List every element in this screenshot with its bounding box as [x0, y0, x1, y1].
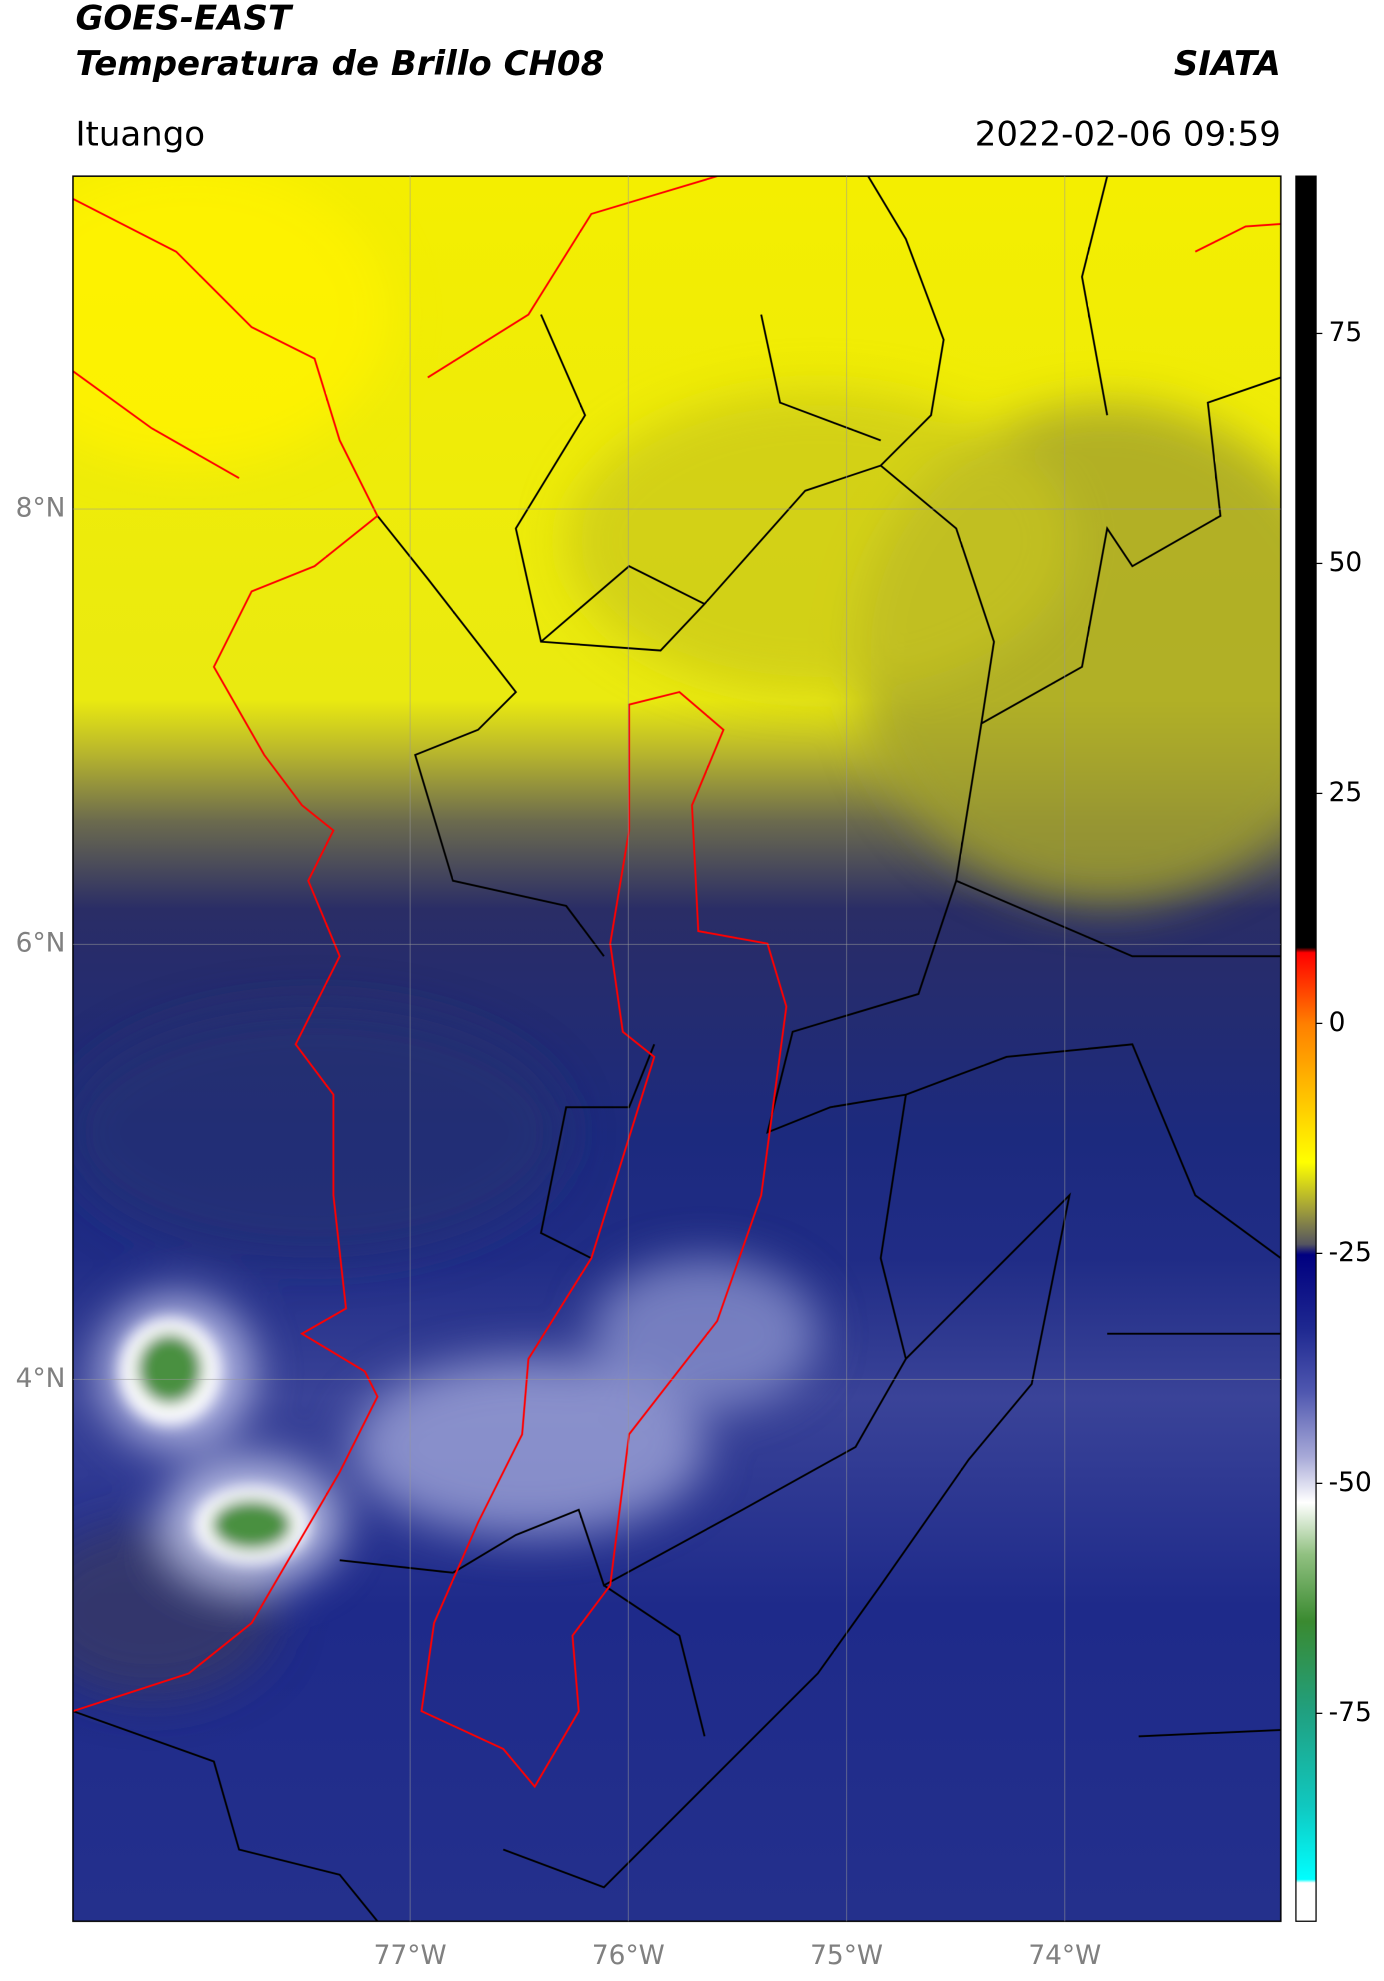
colorbar [1295, 175, 1317, 1922]
colorbar-tick-label: 75 [1329, 317, 1363, 348]
axes: 77°W 76°W 75°W 74°W 8°N 6°N 4°N 75 50 25 0 -25 -50 -7… [16, 176, 1372, 1971]
y-tick-label: 6°N [16, 928, 66, 959]
x-tick-label: 77°W [374, 1940, 447, 1971]
boundaries [72, 176, 1281, 1922]
colorbar-tick-label: -75 [1329, 1697, 1372, 1728]
y-tick-label: 4°N [16, 1363, 66, 1394]
y-tick-label: 8°N [16, 493, 66, 524]
source: SIATA [1174, 44, 1281, 84]
map-field [72, 176, 1281, 1922]
timestamp: 2022-02-06 09:59 [975, 114, 1281, 154]
x-tick-label: 75°W [810, 1940, 883, 1971]
x-tick-label: 74°W [1028, 1940, 1101, 1971]
colorbar-tick-label: 0 [1329, 1007, 1346, 1038]
subtitle: Temperatura de Brillo CH08 [75, 44, 604, 84]
colorbar-tick-label: -25 [1329, 1237, 1372, 1268]
location: Ituango [75, 114, 205, 154]
colorbar-tick-label: -50 [1329, 1467, 1372, 1498]
map-frame [72, 175, 1282, 1922]
colorbar-tick-label: 25 [1329, 777, 1363, 808]
title: GOES-EAST [75, 0, 293, 39]
colorbar-tick-label: 50 [1329, 547, 1363, 578]
x-tick-label: 76°W [592, 1940, 665, 1971]
